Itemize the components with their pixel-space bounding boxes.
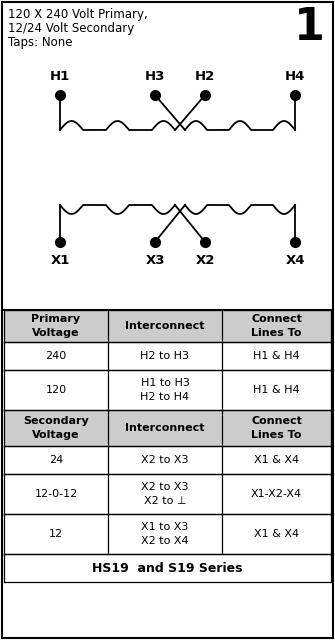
Text: X2 to X3: X2 to X3	[141, 455, 189, 465]
Text: H1: H1	[50, 70, 70, 83]
Text: H3: H3	[145, 70, 165, 83]
Bar	[4, 514, 331, 554]
Text: X1 & X4: X1 & X4	[254, 455, 299, 465]
Text: HS19  and S19 Series: HS19 and S19 Series	[92, 561, 243, 575]
Bar	[4, 342, 331, 370]
Bar	[4, 410, 331, 446]
Text: H4: H4	[285, 70, 305, 83]
Text: X1: X1	[50, 254, 70, 267]
Text: X4: X4	[285, 254, 305, 267]
Text: H2: H2	[195, 70, 215, 83]
Text: 240: 240	[45, 351, 67, 361]
Text: H1 to H3
H2 to H4: H1 to H3 H2 to H4	[140, 378, 190, 402]
Text: Interconnect: Interconnect	[125, 423, 205, 433]
Text: Taps: None: Taps: None	[8, 36, 72, 49]
Text: 120 X 240 Volt Primary,: 120 X 240 Volt Primary,	[8, 8, 148, 21]
Bar	[4, 474, 331, 514]
Text: H1 & H4: H1 & H4	[253, 351, 300, 361]
Text: Interconnect: Interconnect	[125, 321, 205, 331]
Text: X1-X2-X4: X1-X2-X4	[251, 489, 302, 499]
Text: X1 to X3
X2 to X4: X1 to X3 X2 to X4	[141, 522, 189, 545]
Text: H2 to H3: H2 to H3	[140, 351, 190, 361]
Text: 1: 1	[294, 6, 325, 49]
Text: Connect
Lines To: Connect Lines To	[251, 314, 302, 338]
Text: X1 & X4: X1 & X4	[254, 529, 299, 539]
Bar	[4, 554, 331, 582]
Text: 24: 24	[49, 455, 63, 465]
Text: Primary
Voltage: Primary Voltage	[31, 314, 80, 338]
Text: X2: X2	[195, 254, 215, 267]
Text: H1 & H4: H1 & H4	[253, 385, 300, 395]
Text: 120: 120	[46, 385, 67, 395]
Text: 12: 12	[49, 529, 63, 539]
Text: 12/24 Volt Secondary: 12/24 Volt Secondary	[8, 22, 134, 35]
Bar	[4, 310, 331, 342]
Text: Secondary
Voltage: Secondary Voltage	[23, 417, 89, 440]
Text: X3: X3	[145, 254, 165, 267]
Text: Connect
Lines To: Connect Lines To	[251, 417, 302, 440]
Text: 12-0-12: 12-0-12	[35, 489, 78, 499]
Bar	[4, 370, 331, 410]
Text: X2 to X3
X2 to ⊥: X2 to X3 X2 to ⊥	[141, 483, 189, 506]
Bar	[4, 446, 331, 474]
